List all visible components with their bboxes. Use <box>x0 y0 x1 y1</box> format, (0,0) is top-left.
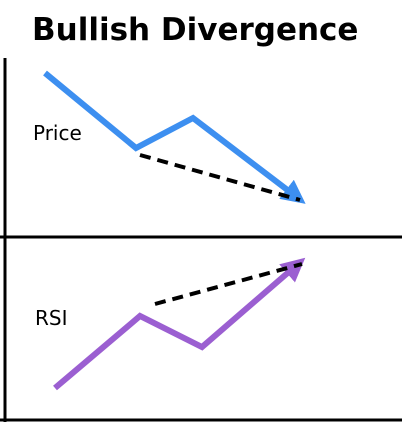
price-trend <box>139 153 301 202</box>
rsi-line <box>53 257 306 391</box>
rsi-trend <box>154 262 303 306</box>
title: Bullish Divergence <box>32 12 358 48</box>
price-line <box>43 70 306 204</box>
panel-label: Price <box>33 121 82 145</box>
panel-label: RSI <box>35 306 68 330</box>
